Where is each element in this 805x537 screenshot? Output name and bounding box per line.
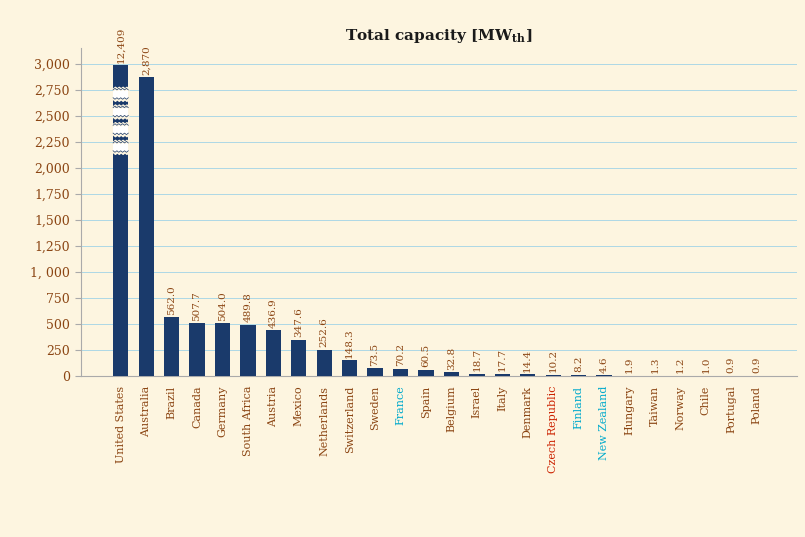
Text: 17.7: 17.7 <box>497 349 507 372</box>
Bar <box>189 323 204 376</box>
Text: 1.3: 1.3 <box>650 357 659 373</box>
Text: 14.4: 14.4 <box>523 349 532 372</box>
Bar <box>520 374 535 376</box>
Bar <box>266 330 281 376</box>
Bar <box>469 374 485 376</box>
Text: 2,870: 2,870 <box>142 45 151 75</box>
Text: 0.9: 0.9 <box>752 357 762 373</box>
Bar <box>495 374 510 376</box>
Text: 562.0: 562.0 <box>167 285 176 315</box>
Bar <box>368 368 382 376</box>
Text: 507.7: 507.7 <box>192 291 201 321</box>
Text: 1.0: 1.0 <box>701 357 710 373</box>
Text: 60.5: 60.5 <box>422 344 431 367</box>
Bar <box>316 350 332 376</box>
Bar <box>571 375 586 376</box>
Bar <box>215 323 230 376</box>
Bar <box>113 107 128 117</box>
Bar <box>113 90 128 99</box>
Bar <box>113 66 128 376</box>
Text: 252.6: 252.6 <box>320 317 328 347</box>
Text: 32.8: 32.8 <box>447 347 456 370</box>
Text: 70.2: 70.2 <box>396 343 405 366</box>
Bar <box>113 143 128 153</box>
Bar <box>240 325 255 376</box>
Bar <box>113 125 128 135</box>
Text: 347.6: 347.6 <box>295 307 303 337</box>
Text: 0.9: 0.9 <box>727 357 736 373</box>
Bar <box>342 360 357 376</box>
Text: 10.2: 10.2 <box>549 349 558 372</box>
Text: 4.6: 4.6 <box>600 357 609 373</box>
Bar <box>138 77 154 376</box>
Text: 12,409: 12,409 <box>116 26 126 63</box>
Bar <box>291 340 307 376</box>
Text: 18.7: 18.7 <box>473 348 481 372</box>
Text: 1.9: 1.9 <box>625 357 634 373</box>
Bar <box>444 373 459 376</box>
Text: 489.8: 489.8 <box>243 293 253 322</box>
Text: 8.2: 8.2 <box>574 356 583 373</box>
Text: 436.9: 436.9 <box>269 298 278 328</box>
Bar <box>164 317 180 376</box>
Text: 504.0: 504.0 <box>218 291 227 321</box>
Bar <box>419 369 434 376</box>
Text: 73.5: 73.5 <box>370 343 380 366</box>
Title: Total capacity [MW$_{\mathregular{th}}$]: Total capacity [MW$_{\mathregular{th}}$] <box>345 27 532 45</box>
Bar <box>546 375 561 376</box>
Bar <box>393 368 408 376</box>
Text: 148.3: 148.3 <box>345 328 354 358</box>
Text: 1.2: 1.2 <box>676 357 685 373</box>
